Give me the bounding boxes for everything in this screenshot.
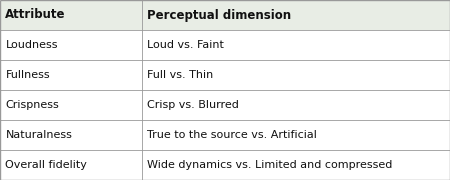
Text: Crispness: Crispness <box>5 100 59 110</box>
Text: Loud vs. Faint: Loud vs. Faint <box>147 40 224 50</box>
Bar <box>0 30 450 60</box>
Text: Naturalness: Naturalness <box>5 130 72 140</box>
Text: Overall fidelity: Overall fidelity <box>5 160 87 170</box>
Text: Perceptual dimension: Perceptual dimension <box>147 8 291 21</box>
Bar <box>0 150 450 180</box>
Bar <box>0 120 450 150</box>
Text: Fullness: Fullness <box>5 70 50 80</box>
Text: Crisp vs. Blurred: Crisp vs. Blurred <box>147 100 239 110</box>
Bar <box>0 90 450 120</box>
Text: True to the source vs. Artificial: True to the source vs. Artificial <box>147 130 317 140</box>
Text: Full vs. Thin: Full vs. Thin <box>147 70 213 80</box>
Bar <box>0 0 450 30</box>
Bar <box>0 60 450 90</box>
Text: Wide dynamics vs. Limited and compressed: Wide dynamics vs. Limited and compressed <box>147 160 392 170</box>
Text: Loudness: Loudness <box>5 40 58 50</box>
Text: Attribute: Attribute <box>5 8 66 21</box>
